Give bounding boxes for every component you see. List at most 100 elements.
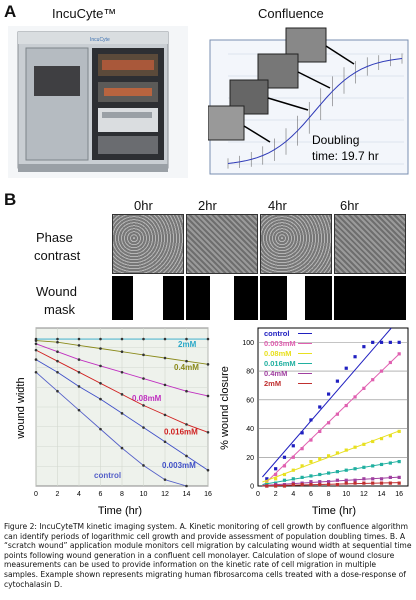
ww-point-3-2	[77, 370, 81, 374]
wc-xtick-2: 4	[291, 491, 295, 498]
wc-point-2-4	[300, 464, 304, 468]
ww-series-label-3: 0.016mM	[164, 427, 198, 436]
ww-point-5-4	[120, 446, 124, 450]
doubling-label-line1: Doubling	[312, 133, 359, 147]
wc-legend-label-4: 0.4mM	[264, 369, 287, 378]
wc-point-5-5	[309, 482, 313, 487]
ww-point-4-6	[163, 440, 167, 444]
row-label-wound: Wound	[36, 284, 77, 299]
ww-xtick-5: 10	[140, 491, 148, 498]
wound-mask-0hr	[112, 276, 184, 320]
wc-ytick-2: 40	[246, 426, 254, 433]
wc-point-1-3	[291, 455, 295, 459]
wc-ytick-3: 60	[246, 397, 254, 404]
ww-xtick-1: 2	[56, 491, 60, 498]
ww-point-1-3	[99, 347, 102, 350]
row-label-contrast: contrast	[34, 248, 81, 263]
wc-point-0-14	[388, 340, 392, 344]
ww-point-4-1	[56, 370, 59, 374]
ww-series-line-5	[35, 371, 187, 487]
wc-point-5-6	[318, 482, 322, 487]
wc-legend-label-1: 0.003mM	[264, 339, 296, 348]
wc-point-5-0	[265, 484, 269, 488]
ww-point-3-6	[163, 413, 167, 417]
ww-point-1-8	[206, 363, 210, 366]
wc-point-2-6	[318, 457, 322, 461]
ww-point-3-5	[142, 404, 145, 407]
wc-point-2-1	[274, 477, 278, 481]
time-header-0: 0hr	[134, 198, 153, 213]
ww-point-4-0	[34, 358, 38, 361]
ww-series-label-1: 0.4mM	[174, 363, 199, 372]
wc-point-3-4	[300, 475, 304, 479]
ww-point-0-7	[185, 337, 188, 341]
wc-point-5-15	[397, 481, 401, 485]
wc-legend-label-2: 0.08mM	[264, 349, 292, 358]
wc-point-0-6	[318, 405, 322, 409]
wc-point-3-2	[282, 478, 287, 482]
wc-point-5-2	[282, 484, 287, 488]
wc-point-1-14	[388, 360, 392, 365]
wc-point-0-3	[291, 444, 295, 448]
wc-legend-label-5: 2mM	[264, 379, 281, 388]
wc-point-2-2	[282, 472, 287, 477]
wc-xtick-5: 10	[342, 491, 350, 498]
wc-point-0-13	[379, 340, 384, 344]
ww-point-2-7	[185, 389, 188, 393]
wc-ytick-1: 20	[246, 455, 254, 462]
wound-gap-1	[210, 276, 234, 320]
wc-ytick-4: 80	[246, 369, 254, 376]
wc-point-2-15	[397, 429, 401, 434]
time-header-3: 6hr	[340, 198, 359, 213]
wc-point-3-13	[379, 462, 384, 467]
wc-point-2-11	[362, 442, 366, 446]
wc-point-3-10	[353, 467, 357, 471]
incubator-photo: IncuCyte	[8, 26, 188, 178]
wc-point-3-12	[371, 464, 375, 468]
confluence-chart: Doubling time: 19.7 hr	[208, 27, 409, 175]
ww-point-4-8	[206, 468, 210, 472]
ww-xtick-2: 4	[77, 491, 81, 498]
wc-point-1-5	[309, 438, 313, 442]
panel-a-letter: A	[4, 2, 17, 21]
wc-point-3-5	[309, 474, 313, 478]
ww-point-4-7	[185, 454, 188, 458]
wound-mask-2hr	[186, 276, 258, 320]
wc-point-5-12	[371, 481, 375, 485]
wc-point-1-6	[318, 429, 322, 434]
ww-point-4-5	[142, 426, 145, 429]
ww-xtick-8: 16	[204, 491, 212, 498]
wound-closure-chart: 0 20 40 60 80 100 0 2 4 6 8 10 12 14 16 control0.003mM…	[219, 327, 409, 517]
wc-legend-label-0: control	[264, 329, 289, 338]
wc-point-5-1	[274, 484, 278, 488]
wc-xtick-7: 14	[378, 491, 386, 498]
wc-point-4-15	[397, 475, 401, 479]
wc-xtick-8: 16	[395, 491, 403, 498]
ww-point-1-6	[163, 356, 167, 360]
phase-image-2hr	[186, 214, 258, 274]
wc-point-1-12	[371, 378, 375, 382]
wc-point-4-6	[318, 480, 322, 484]
wound-mask-4hr	[260, 276, 332, 320]
ww-point-0-4	[120, 337, 124, 341]
ww-point-3-8	[206, 430, 210, 434]
wc-point-4-12	[371, 477, 375, 481]
ww-point-0-1	[56, 337, 59, 341]
wc-point-0-0	[265, 477, 269, 481]
ww-point-2-1	[56, 350, 59, 353]
wc-point-5-13	[379, 481, 384, 485]
ww-point-1-7	[185, 359, 188, 363]
ww-point-2-6	[163, 383, 167, 387]
ww-point-1-4	[120, 350, 124, 353]
ww-point-5-3	[99, 427, 102, 431]
wc-point-3-6	[318, 472, 322, 477]
ww-point-5-6	[163, 478, 167, 481]
wc-ytick-0: 0	[250, 484, 254, 491]
wc-point-1-7	[326, 421, 331, 425]
ww-point-3-1	[56, 359, 59, 363]
ww-series-label-4: 0.003mM	[162, 461, 196, 470]
ww-point-0-6	[163, 337, 167, 341]
wc-ylabel: % wound closure	[219, 366, 231, 450]
wc-point-2-12	[371, 439, 375, 444]
wc-point-0-15	[397, 340, 401, 344]
